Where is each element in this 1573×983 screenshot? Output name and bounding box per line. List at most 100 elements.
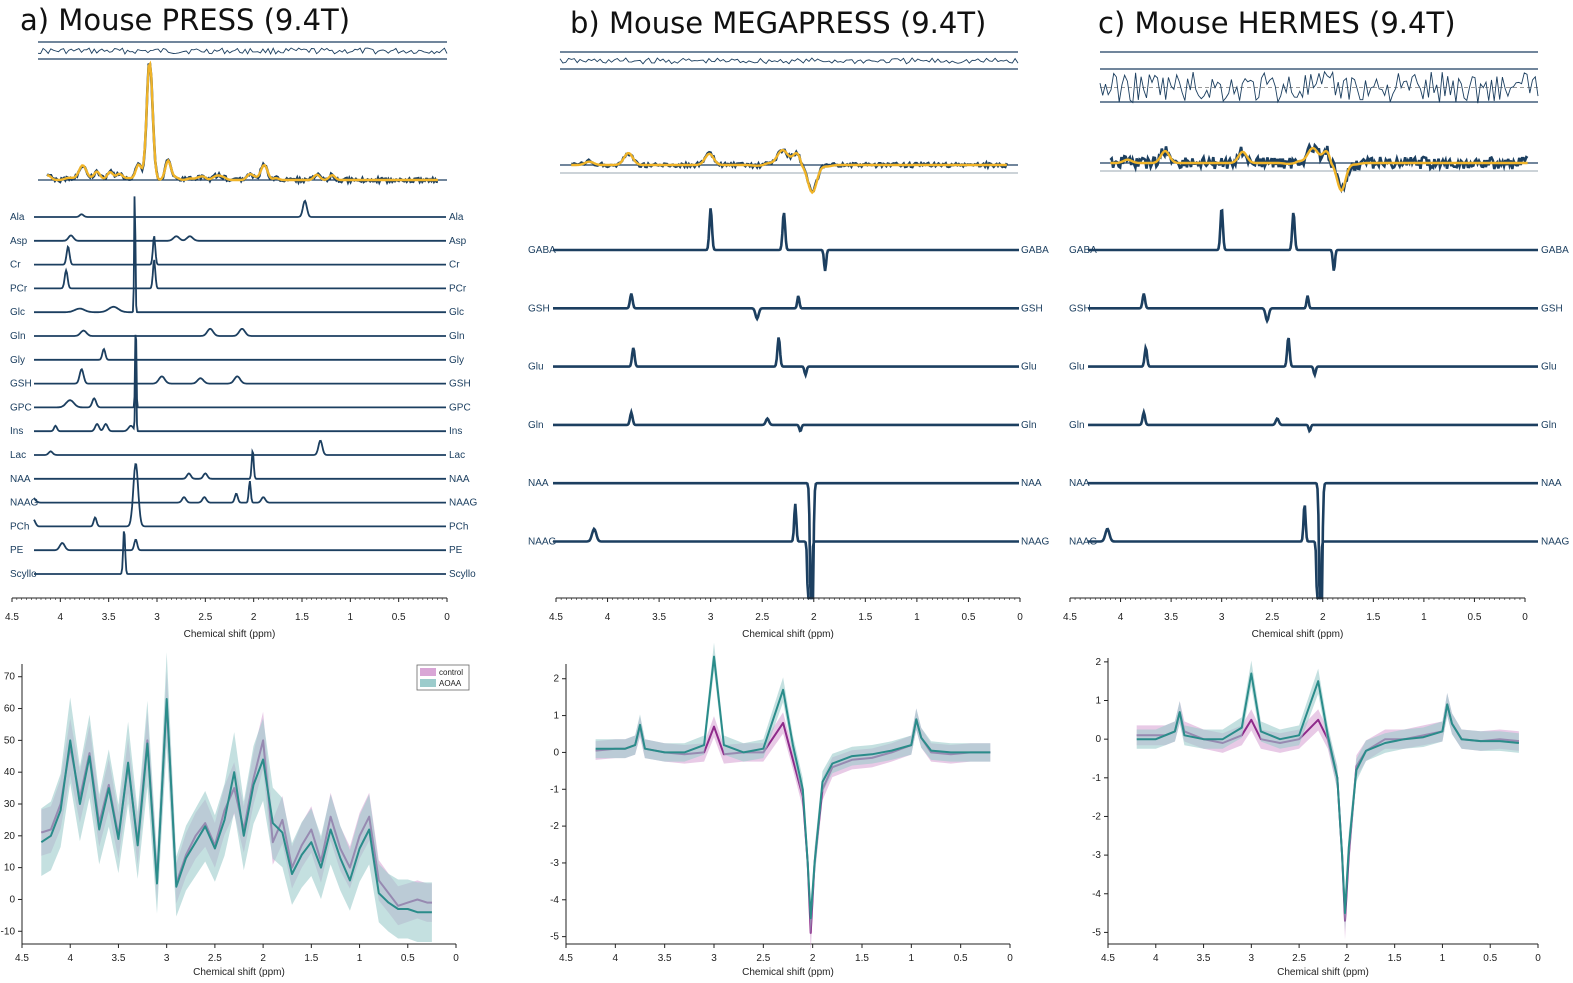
basis-label-left: PCh bbox=[10, 521, 29, 532]
x-axis-title: Chemical shift (ppm) bbox=[1277, 967, 1369, 978]
x-tick-label: 4 bbox=[67, 953, 73, 964]
tick-label: 1.5 bbox=[858, 612, 872, 623]
basis-label-right: Gln bbox=[449, 331, 465, 342]
basis-row-gsh: GSH GSH bbox=[10, 367, 471, 390]
x-tick-label: 0.5 bbox=[954, 953, 968, 964]
basis-label-right: NAAG bbox=[1541, 537, 1570, 548]
basis-label-left: NAAG bbox=[1069, 537, 1098, 548]
basis-trace bbox=[34, 196, 446, 314]
basis-trace bbox=[34, 531, 446, 575]
basis-row-gly: Gly Gly bbox=[10, 347, 464, 366]
basis-row-gaba: GABA GABA bbox=[1069, 208, 1569, 271]
tick-label: 0 bbox=[1017, 612, 1023, 623]
basis-label-right: NAA bbox=[1021, 478, 1042, 489]
y-tick-label: 20 bbox=[4, 831, 16, 842]
basis-trace bbox=[34, 439, 446, 456]
basis-label-left: GABA bbox=[1069, 245, 1097, 256]
basis-label-left: GSH bbox=[10, 379, 32, 390]
basis-label-right: PCr bbox=[449, 283, 467, 294]
basis-label-left: Asp bbox=[10, 236, 28, 247]
basis-label-left: NAAG bbox=[528, 537, 557, 548]
residual-trace bbox=[559, 57, 1019, 65]
tick-label: 3 bbox=[1219, 612, 1225, 623]
tick-label: 3 bbox=[708, 612, 714, 623]
basis-row-cr: Cr Cr bbox=[10, 235, 460, 271]
x-tick-label: 4 bbox=[613, 953, 619, 964]
y-tick-label: -10 bbox=[1, 926, 16, 937]
basis-row-gsh: GSH GSH bbox=[528, 293, 1043, 322]
basis-row-scyllo: Scyllo Scyllo bbox=[10, 531, 476, 580]
tick-label: 2.5 bbox=[1265, 612, 1279, 623]
basis-label-right: Gln bbox=[1021, 420, 1037, 431]
basis-label-right: Cr bbox=[449, 260, 460, 271]
basis-row-naa: NAA NAA bbox=[10, 448, 470, 485]
basis-row-glu: Glu Glu bbox=[1069, 337, 1557, 379]
basis-trace bbox=[34, 235, 446, 266]
basis-row-ala: Ala Ala bbox=[10, 199, 464, 223]
basis-label-left: GABA bbox=[528, 245, 556, 256]
x-tick-label: 1.5 bbox=[1388, 953, 1402, 964]
basis-row-ins: Ins Ins bbox=[10, 372, 462, 437]
basis-label-right: GABA bbox=[1021, 245, 1049, 256]
basis-label-right: Lac bbox=[449, 450, 465, 461]
basis-label-right: NAAG bbox=[1021, 537, 1050, 548]
tick-label: 1.5 bbox=[295, 612, 309, 623]
basis-trace bbox=[34, 538, 446, 552]
basis-trace bbox=[33, 480, 446, 504]
basis-label-right: Asp bbox=[449, 236, 467, 247]
basis-trace bbox=[1088, 407, 1538, 434]
x-tick-label: 4.5 bbox=[1101, 953, 1115, 964]
y-tick-label: 2 bbox=[553, 674, 559, 685]
basis-row-gln: Gln Gln bbox=[1069, 407, 1557, 434]
y-tick-label: 70 bbox=[4, 672, 16, 683]
tick-label: 4 bbox=[605, 612, 611, 623]
x-tick-label: 2.5 bbox=[208, 953, 222, 964]
y-tick-label: -1 bbox=[550, 784, 559, 795]
residual-trace bbox=[37, 47, 448, 55]
y-tick-label: 2 bbox=[1095, 657, 1101, 668]
basis-label-right: Gln bbox=[1541, 420, 1557, 431]
basis-label-right: Ins bbox=[449, 426, 462, 437]
basis-label-right: Glu bbox=[1021, 362, 1037, 373]
basis-label-right: NAA bbox=[449, 474, 470, 485]
basis-label-left: Gln bbox=[10, 331, 26, 342]
y-tick-label: -5 bbox=[1092, 927, 1101, 938]
x-tick-label: 2 bbox=[260, 953, 266, 964]
tick-label: 2.5 bbox=[755, 612, 769, 623]
y-tick-label: -2 bbox=[1092, 811, 1101, 822]
tick-label: 1 bbox=[348, 612, 354, 623]
basis-trace bbox=[1088, 481, 1538, 600]
basis-row-naa: NAA NAA bbox=[1069, 478, 1562, 600]
basis-trace bbox=[34, 234, 446, 242]
basis-label-left: Glu bbox=[528, 362, 544, 373]
x-tick-label: 4.5 bbox=[15, 953, 29, 964]
basis-row-glu: Glu Glu bbox=[528, 337, 1037, 380]
x-tick-label: 1 bbox=[357, 953, 363, 964]
basis-trace bbox=[553, 293, 1019, 322]
average-chart: 70 60 50 40 30 20 10 0 -10 4.5 4 3.5 3 2.5 2 1.5 1 0.5 0 Ch… bbox=[1, 652, 470, 978]
legend: control AOAA bbox=[416, 664, 470, 691]
x-tick-label: 4 bbox=[1153, 953, 1159, 964]
tick-label: 1.5 bbox=[1366, 612, 1380, 623]
tick-label: 2 bbox=[251, 612, 257, 623]
panel-title: c) Mouse HERMES (9.4T) bbox=[1098, 6, 1456, 40]
basis-label-right: NAA bbox=[1541, 478, 1562, 489]
basis-row-naag: NAAG NAAG bbox=[10, 480, 478, 509]
basis-trace bbox=[34, 372, 446, 433]
data-spectrum bbox=[46, 62, 439, 186]
y-tick-label: -3 bbox=[1092, 850, 1101, 861]
tick-label: 4.5 bbox=[5, 612, 19, 623]
x-tick-label: 2 bbox=[1344, 953, 1350, 964]
basis-label-right: NAAG bbox=[449, 498, 478, 509]
legend-label-aoaa: AOAA bbox=[439, 679, 462, 688]
series-band-aoaa bbox=[41, 652, 432, 942]
y-tick-label: 0 bbox=[553, 747, 559, 758]
fit-spectrum bbox=[1110, 146, 1528, 193]
y-tick-label: -3 bbox=[550, 858, 559, 869]
basis-row-naa: NAA NAA bbox=[528, 478, 1042, 600]
basis-trace bbox=[1088, 337, 1538, 379]
legend-swatch-control bbox=[420, 668, 436, 676]
legend-swatch-aoaa bbox=[420, 679, 436, 687]
